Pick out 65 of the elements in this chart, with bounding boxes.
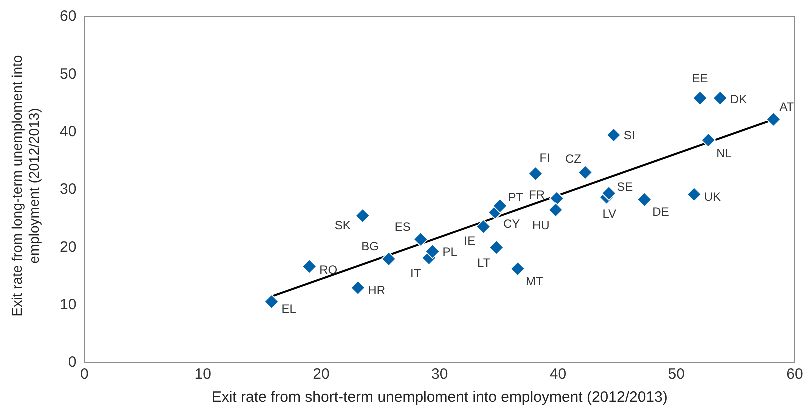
point (578, 165, 593, 180)
annotation: NL (716, 146, 732, 161)
x-tick-label: 40 (550, 366, 567, 384)
annotation: UK (704, 190, 722, 204)
y-tick-label: 10 (60, 296, 77, 314)
point (692, 90, 708, 106)
y-tick-label: 60 (60, 8, 77, 26)
x-tick-label: 30 (432, 366, 448, 384)
point (528, 166, 544, 182)
x-tick-label: 50 (668, 366, 685, 384)
annotation: SE (617, 180, 634, 194)
annotation: PT (508, 190, 524, 204)
point (510, 262, 526, 277)
annotation: SI (624, 128, 636, 143)
y-axis-title: Exit rate from long-term unemploment into employment (2012/2013) (9, 54, 43, 319)
annotation: RO (320, 263, 338, 278)
point (606, 128, 622, 143)
annotation: HR (368, 283, 386, 298)
annotation: ES (394, 220, 411, 234)
point (686, 187, 702, 202)
point (425, 244, 440, 260)
annotation: DK (730, 92, 748, 107)
annotation: LV (602, 206, 617, 221)
annotation: HU (532, 218, 550, 232)
point (637, 192, 652, 208)
x-tick-label: 20 (313, 366, 330, 384)
x-tick-label: 60 (786, 366, 804, 384)
y-tick-label: 0 (68, 354, 77, 372)
y-tick-label: 50 (60, 66, 77, 83)
annotation: AT (780, 100, 795, 114)
point (489, 240, 504, 256)
annotation: FR (529, 188, 546, 202)
y-tick-label: 40 (60, 123, 77, 140)
annotation: IT (410, 266, 422, 280)
x-axis-title: Exit rate from short-term unemploment into employment (2012/2013) (212, 389, 668, 406)
point (302, 259, 318, 274)
y-tick-label: 30 (60, 181, 77, 198)
annotation: LT (478, 256, 492, 270)
annotation: SK (334, 218, 351, 232)
annotation: CY (503, 216, 520, 231)
point (381, 252, 396, 267)
annotation: EE (692, 72, 708, 86)
point (550, 191, 565, 206)
point (350, 280, 366, 296)
annotation: DE (652, 205, 670, 220)
point (264, 294, 280, 310)
annotation: BG (362, 240, 379, 254)
annotation: IE (464, 234, 476, 248)
point (701, 132, 716, 148)
annotation: CZ (565, 152, 582, 166)
point (355, 208, 370, 224)
x-tick-label: 10 (194, 366, 212, 384)
point (476, 219, 492, 234)
point (413, 232, 428, 248)
annotation: FI (540, 151, 550, 166)
annotation: MT (526, 274, 544, 288)
annotation: PL (442, 245, 458, 260)
point (766, 112, 782, 128)
point (712, 90, 728, 106)
point (548, 202, 564, 218)
point (492, 198, 508, 214)
point (602, 186, 617, 201)
annotation: EL (282, 302, 297, 316)
y-tick-label: 20 (60, 238, 77, 256)
x-tick-label: 0 (80, 366, 89, 384)
